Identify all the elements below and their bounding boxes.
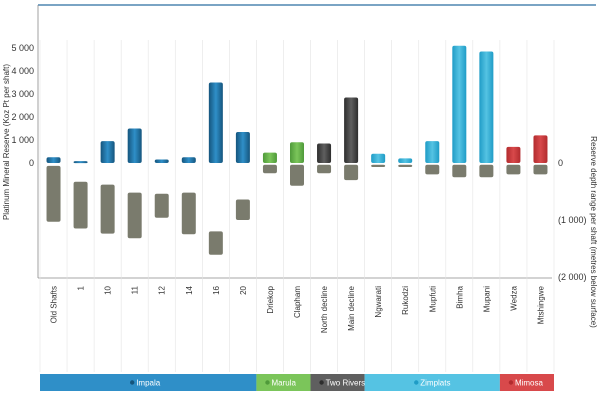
depth-bar xyxy=(479,164,494,178)
depth-bar xyxy=(181,192,196,235)
left-tick-label: 0 xyxy=(29,158,34,168)
category-label: North decline xyxy=(320,285,329,333)
depth-bar xyxy=(344,164,359,181)
category-labels: Old Shafts 1 10 11 12 14 16 20 Driekop Clapham Nor… xyxy=(50,285,546,333)
reserve-bar xyxy=(208,82,223,163)
left-tick-label: 2 000 xyxy=(11,112,34,122)
left-tick-label: 1 000 xyxy=(11,135,34,145)
depth-bar xyxy=(46,165,61,222)
reserve-bar xyxy=(46,157,61,163)
category-label: Mtshingwe xyxy=(536,285,545,324)
group-label: Impala xyxy=(136,379,161,388)
reserve-bar xyxy=(344,97,359,163)
depth-bar xyxy=(290,164,304,186)
left-tick-label: 4 000 xyxy=(11,66,34,76)
group-label: Marula xyxy=(271,379,296,388)
right-tick-label: (2 000) xyxy=(558,272,587,282)
group-band xyxy=(364,374,500,391)
category-label: Driekop xyxy=(266,285,275,313)
group-dot-icon xyxy=(414,380,419,385)
group-band xyxy=(310,374,365,391)
right-tick-label: 0 xyxy=(558,158,563,168)
reserve-bar xyxy=(290,142,304,163)
reserve-bar xyxy=(506,146,521,163)
group-band xyxy=(256,374,311,391)
depth-bar xyxy=(235,199,250,220)
vertical-gridlines xyxy=(39,40,555,372)
y-axis-title-left: Platinum Mineral Reserve (Koz Pt per sha… xyxy=(2,64,11,220)
category-label: 11 xyxy=(131,285,140,294)
category-label: 10 xyxy=(104,285,113,294)
reserve-bar xyxy=(371,153,386,163)
depth-bar xyxy=(100,184,115,234)
category-label: 14 xyxy=(185,285,194,294)
reserve-bar xyxy=(425,141,440,163)
depth-bar xyxy=(371,164,386,167)
depth-bar xyxy=(154,193,169,218)
reserve-bar xyxy=(127,128,142,163)
category-label: Wedza xyxy=(509,285,518,310)
left-axis-ticks: 5 000 4 000 3 000 2 000 1 000 0 xyxy=(11,43,34,168)
depth-bar xyxy=(208,231,223,255)
category-label: Clapham xyxy=(293,286,302,318)
depth-bar xyxy=(73,181,88,229)
depth-bar xyxy=(425,164,440,175)
reserve-bar xyxy=(235,131,250,163)
group-bands: Impala Marula Two Rivers Zimplats Mimosa xyxy=(40,374,554,391)
reserve-bar xyxy=(533,135,548,163)
y-axis-title-right: Reserve depth range per shaft (metres be… xyxy=(589,136,598,328)
left-tick-label: 3 000 xyxy=(11,89,34,99)
category-label: Old Shafts xyxy=(50,286,59,323)
left-tick-label: 5 000 xyxy=(11,43,34,53)
reserve-bar xyxy=(154,159,169,163)
group-label: Zimplats xyxy=(420,379,450,388)
right-axis-ticks: 0 (1 000) (2 000) xyxy=(558,158,587,282)
depth-bar xyxy=(398,164,413,167)
category-label: 12 xyxy=(158,285,167,294)
category-label: Mupani xyxy=(482,286,491,312)
depth-bar xyxy=(317,164,332,174)
category-label: Bimha xyxy=(455,285,464,308)
category-label: 20 xyxy=(239,285,248,294)
reserve-bars xyxy=(46,45,548,164)
category-label: 1 xyxy=(77,285,86,290)
category-label: Rukodzi xyxy=(401,286,410,315)
group-dot-icon xyxy=(319,380,324,385)
reserve-bar xyxy=(181,157,196,163)
group-dot-icon xyxy=(265,380,270,385)
category-label: Main decline xyxy=(347,285,356,330)
group-dot-icon xyxy=(130,380,135,385)
group-band xyxy=(40,374,257,391)
reserve-bar xyxy=(100,141,115,163)
category-label: Ngwarati xyxy=(374,286,383,318)
right-tick-label: (1 000) xyxy=(558,215,587,225)
depth-bar xyxy=(127,192,142,239)
reserve-bar xyxy=(317,143,332,163)
reserve-bar xyxy=(398,158,413,163)
group-label: Two Rivers xyxy=(326,379,366,388)
group-dot-icon xyxy=(508,380,514,385)
group-label: Mimosa xyxy=(515,379,544,388)
depth-bar xyxy=(506,164,521,175)
reserve-bar xyxy=(262,152,277,163)
depth-range-bars xyxy=(46,164,548,255)
reserve-bar xyxy=(73,161,88,164)
depth-bar xyxy=(452,164,467,178)
depth-bar xyxy=(262,164,277,174)
depth-bar xyxy=(533,164,548,175)
reserve-bar xyxy=(479,51,494,164)
category-label: 16 xyxy=(212,285,221,294)
category-label: Mupfuti xyxy=(428,286,437,312)
reserve-bar xyxy=(452,45,467,164)
group-band xyxy=(499,374,554,391)
